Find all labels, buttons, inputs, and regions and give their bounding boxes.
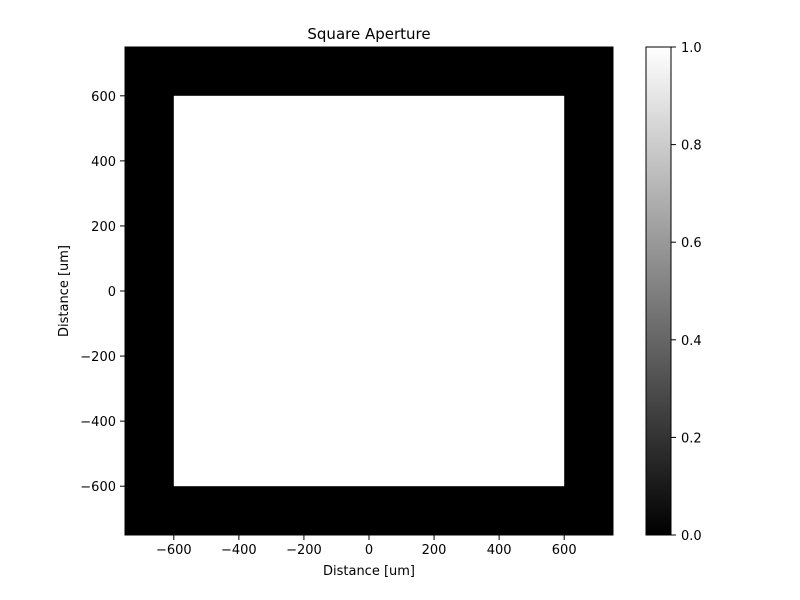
x-axis-label: Distance [um] [323, 564, 415, 579]
chart-title: Square Aperture [307, 25, 430, 43]
colorbar-ticks: 0.0 0.2 0.4 0.6 0.8 1.0 [671, 41, 702, 544]
x-tick-label: −400 [221, 543, 257, 558]
y-tick-label: 600 [91, 90, 116, 105]
y-tick-label: −600 [80, 480, 116, 495]
colorbar-tick-label: 0.6 [681, 236, 702, 251]
x-tick-label: −200 [286, 543, 322, 558]
y-tick-label: −200 [80, 350, 116, 365]
x-tick-label: 200 [422, 543, 447, 558]
y-axis-label: Distance [um] [57, 245, 72, 337]
aperture-region [173, 95, 565, 487]
colorbar-tick-label: 0.4 [681, 334, 702, 349]
colorbar-tick-label: 0.2 [681, 431, 702, 446]
colorbar-gradient [646, 47, 671, 535]
x-axis-ticks: −600 −400 −200 0 200 400 600 [156, 535, 577, 558]
x-tick-label: 600 [552, 543, 577, 558]
y-tick-label: 200 [91, 220, 116, 235]
x-tick-label: 0 [365, 543, 373, 558]
x-tick-label: 400 [487, 543, 512, 558]
colorbar-tick-label: 0.0 [681, 529, 702, 544]
plot-area [124, 46, 614, 536]
y-tick-label: 0 [108, 285, 116, 300]
colorbar-tick-label: 0.8 [681, 139, 702, 154]
colorbar: 0.0 0.2 0.4 0.6 0.8 1.0 [645, 41, 702, 544]
colorbar-tick-label: 1.0 [681, 41, 702, 56]
y-tick-label: 400 [91, 155, 116, 170]
y-tick-label: −400 [80, 415, 116, 430]
x-tick-label: −600 [156, 543, 192, 558]
colorbar-frame [645, 46, 672, 536]
y-axis-ticks: −600 −400 −200 0 200 400 600 [80, 90, 125, 495]
